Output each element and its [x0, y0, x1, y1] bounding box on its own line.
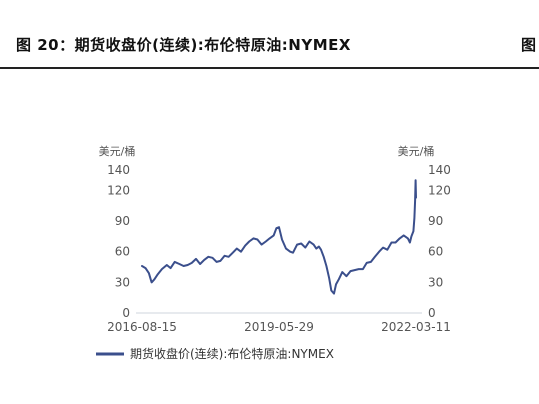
right-y-tick-label: 60: [428, 245, 443, 259]
right-y-tick-label: 0: [428, 306, 436, 320]
right-axis-unit-label: 美元/桶: [398, 144, 435, 158]
right-y-tick-label: 120: [428, 183, 451, 197]
right-y-tick-label: 30: [428, 275, 443, 289]
legend-label: 期货收盘价(连续):布伦特原油:NYMEX: [130, 346, 334, 361]
x-tick-label: 2016-08-15: [107, 320, 177, 334]
title-rule: [0, 67, 539, 69]
left-y-tick-label: 60: [115, 245, 130, 259]
right-y-axis: 0 30 60 90 120 140: [428, 163, 451, 320]
left-y-tick-label: 0: [122, 306, 130, 320]
figure-title-next-fragment: 图: [521, 36, 537, 54]
left-y-tick-label: 30: [115, 275, 130, 289]
figure-title: 图 20：期货收盘价(连续):布伦特原油:NYMEX: [16, 36, 351, 54]
legend: 期货收盘价(连续):布伦特原油:NYMEX: [96, 346, 334, 361]
x-tick-label: 2019-05-29: [244, 320, 314, 334]
x-tick-label: 2022-03-11: [381, 320, 451, 334]
right-y-tick-label: 140: [428, 163, 451, 177]
left-y-tick-label: 120: [107, 183, 130, 197]
series-line: [141, 179, 417, 295]
x-axis: 2016-08-15 2019-05-29 2022-03-11: [107, 320, 451, 334]
left-axis-unit-label: 美元/桶: [99, 144, 136, 158]
right-y-tick-label: 90: [428, 214, 443, 228]
series-layer: [141, 179, 417, 295]
left-y-tick-label: 140: [107, 163, 130, 177]
left-y-axis: 0 30 60 90 120 140: [107, 163, 130, 320]
left-y-tick-label: 90: [115, 214, 130, 228]
